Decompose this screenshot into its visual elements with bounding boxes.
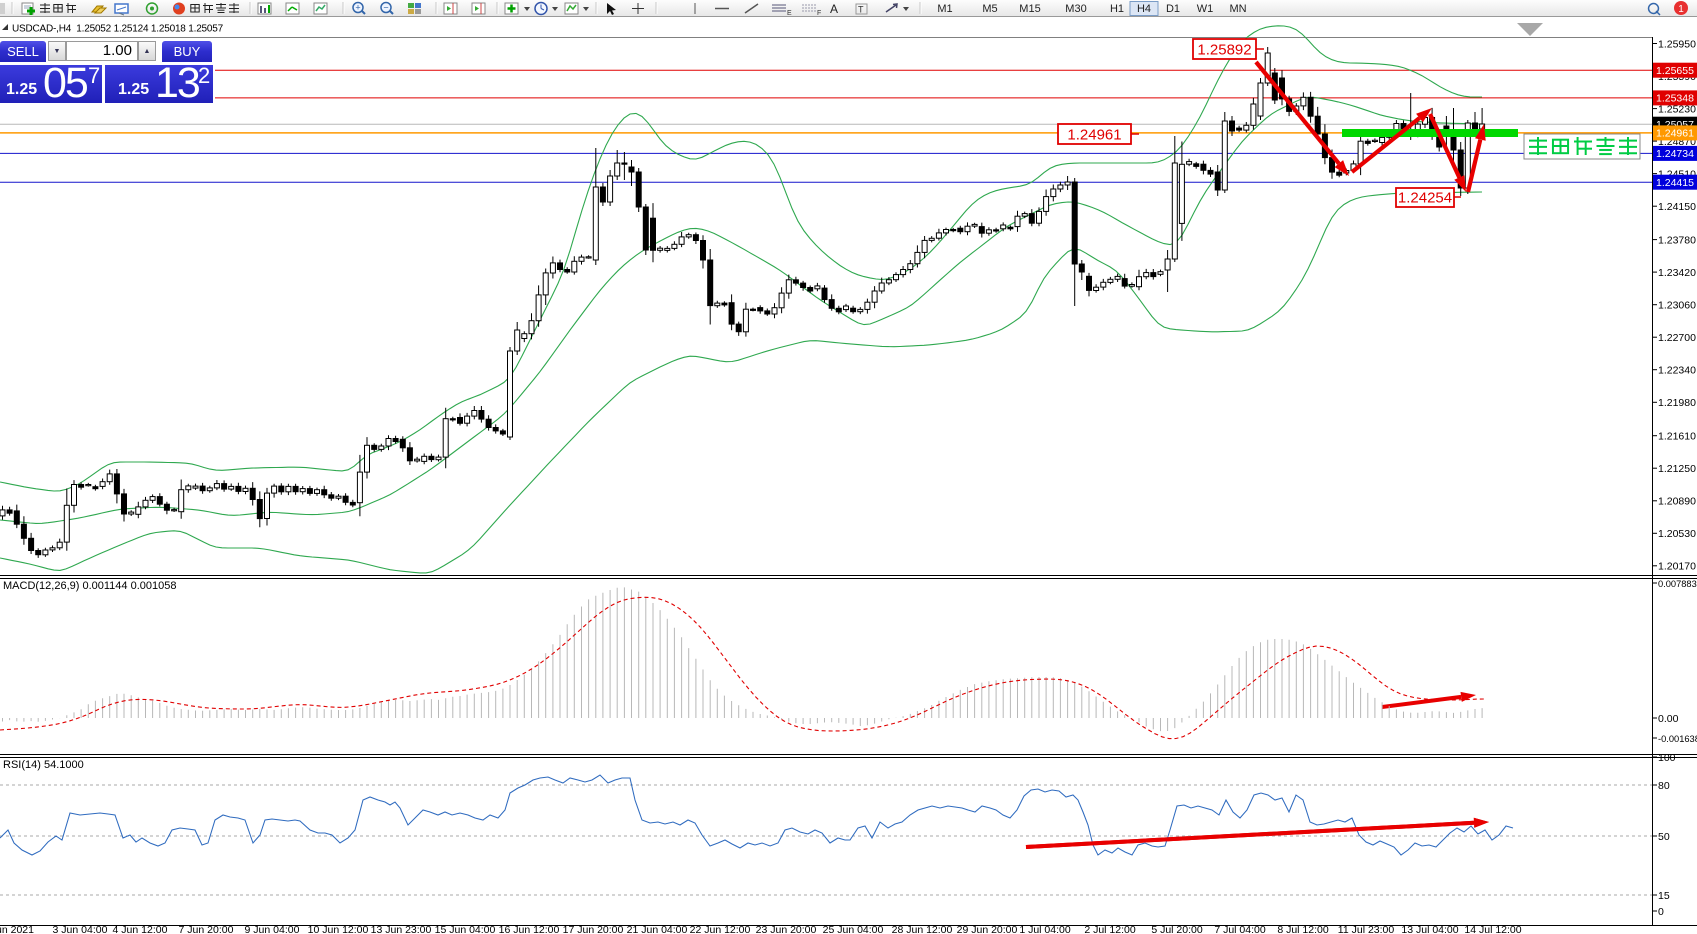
svg-text:2 Jul 12:00: 2 Jul 12:00 — [1084, 924, 1136, 934]
svg-text:H1: H1 — [1110, 3, 1124, 15]
svg-text:1.20170: 1.20170 — [1658, 561, 1696, 573]
svg-text:1.22700: 1.22700 — [1658, 332, 1696, 344]
svg-text:A: A — [830, 2, 838, 16]
svg-text:0.00: 0.00 — [1658, 713, 1679, 725]
svg-text:1.24961: 1.24961 — [1656, 128, 1694, 140]
svg-text:14 Jul 12:00: 14 Jul 12:00 — [1464, 924, 1521, 934]
svg-text:1.24961: 1.24961 — [1067, 127, 1121, 144]
svg-text:25 Jun 04:00: 25 Jun 04:00 — [823, 924, 884, 934]
svg-text:29 Jun 20:00: 29 Jun 20:00 — [957, 924, 1018, 934]
svg-text:+: + — [355, 3, 360, 13]
svg-text:7 Jun 20:00: 7 Jun 20:00 — [179, 924, 234, 934]
svg-text:15: 15 — [1658, 890, 1670, 902]
svg-text:1.21610: 1.21610 — [1658, 431, 1696, 443]
svg-text:1.25892: 1.25892 — [1197, 42, 1251, 59]
svg-text:MACD(12,26,9) 0.001144 0.00105: MACD(12,26,9) 0.001144 0.001058 — [3, 580, 176, 592]
svg-text:28 Jun 12:00: 28 Jun 12:00 — [892, 924, 953, 934]
svg-text:10 Jun 12:00: 10 Jun 12:00 — [308, 924, 369, 934]
svg-text:8 Jul 12:00: 8 Jul 12:00 — [1277, 924, 1329, 934]
svg-text:15 Jun 04:00: 15 Jun 04:00 — [435, 924, 496, 934]
svg-text:M5: M5 — [982, 3, 997, 15]
svg-text:1.24254: 1.24254 — [1398, 190, 1452, 207]
svg-text:17 Jun 20:00: 17 Jun 20:00 — [563, 924, 624, 934]
svg-text:13 Jul 04:00: 13 Jul 04:00 — [1401, 924, 1458, 934]
svg-text:16 Jun 12:00: 16 Jun 12:00 — [499, 924, 560, 934]
svg-text:1.23420: 1.23420 — [1658, 267, 1696, 279]
svg-text:3 Jun 04:00: 3 Jun 04:00 — [53, 924, 108, 934]
svg-text:1.24415: 1.24415 — [1656, 177, 1694, 189]
svg-text:RSI(14) 54.1000: RSI(14) 54.1000 — [3, 759, 84, 771]
svg-text:M30: M30 — [1065, 3, 1086, 15]
svg-text:D1: D1 — [1166, 3, 1180, 15]
svg-text:USDCAD-,H4 1.25052 1.25124 1.: USDCAD-,H4 1.25052 1.25124 1.25018 1.250… — [12, 24, 224, 35]
svg-text:1.25348: 1.25348 — [1656, 93, 1694, 105]
svg-text:11 Jul 23:00: 11 Jul 23:00 — [1338, 924, 1395, 934]
svg-text:1: 1 — [1678, 4, 1684, 15]
svg-text:1.25950: 1.25950 — [1658, 38, 1696, 50]
svg-text:1 Jul 04:00: 1 Jul 04:00 — [1019, 924, 1071, 934]
svg-text:H4: H4 — [1137, 3, 1151, 15]
svg-text:5 Jul 20:00: 5 Jul 20:00 — [1151, 924, 1203, 934]
svg-text:−: − — [383, 3, 388, 13]
svg-text:1.21980: 1.21980 — [1658, 397, 1696, 409]
svg-text:13 Jun 23:00: 13 Jun 23:00 — [371, 924, 432, 934]
svg-text:un 2021: un 2021 — [0, 924, 34, 934]
svg-text:1.20530: 1.20530 — [1658, 528, 1696, 540]
svg-text:-0.001638: -0.001638 — [1658, 734, 1697, 744]
svg-text:MN: MN — [1229, 3, 1246, 15]
svg-text:1.24150: 1.24150 — [1658, 201, 1696, 213]
svg-text:4 Jun 12:00: 4 Jun 12:00 — [113, 924, 168, 934]
svg-text:80: 80 — [1658, 780, 1670, 792]
svg-text:T: T — [858, 5, 864, 15]
svg-text:1.25655: 1.25655 — [1656, 65, 1694, 77]
svg-text:E: E — [787, 10, 792, 17]
svg-text:9 Jun 04:00: 9 Jun 04:00 — [245, 924, 300, 934]
svg-text:21 Jun 04:00: 21 Jun 04:00 — [627, 924, 688, 934]
svg-text:1.20890: 1.20890 — [1658, 496, 1696, 508]
svg-text:100: 100 — [1658, 752, 1676, 764]
svg-text:M15: M15 — [1019, 3, 1040, 15]
svg-text:M1: M1 — [937, 3, 952, 15]
svg-text:0: 0 — [1658, 906, 1664, 918]
svg-text:1.22340: 1.22340 — [1658, 365, 1696, 377]
svg-text:1.23060: 1.23060 — [1658, 300, 1696, 312]
svg-text:50: 50 — [1658, 831, 1670, 843]
svg-text:1.23780: 1.23780 — [1658, 234, 1696, 246]
svg-text:1.21250: 1.21250 — [1658, 463, 1696, 475]
svg-text:W1: W1 — [1197, 3, 1214, 15]
svg-text:1.24734: 1.24734 — [1656, 148, 1694, 160]
svg-text:1.25230: 1.25230 — [1658, 103, 1696, 115]
svg-text:22 Jun 12:00: 22 Jun 12:00 — [690, 924, 751, 934]
svg-text:7 Jul 04:00: 7 Jul 04:00 — [1214, 924, 1266, 934]
svg-text:0.007883: 0.007883 — [1658, 579, 1697, 589]
svg-text:F: F — [817, 10, 821, 17]
svg-text:23 Jun 20:00: 23 Jun 20:00 — [756, 924, 817, 934]
